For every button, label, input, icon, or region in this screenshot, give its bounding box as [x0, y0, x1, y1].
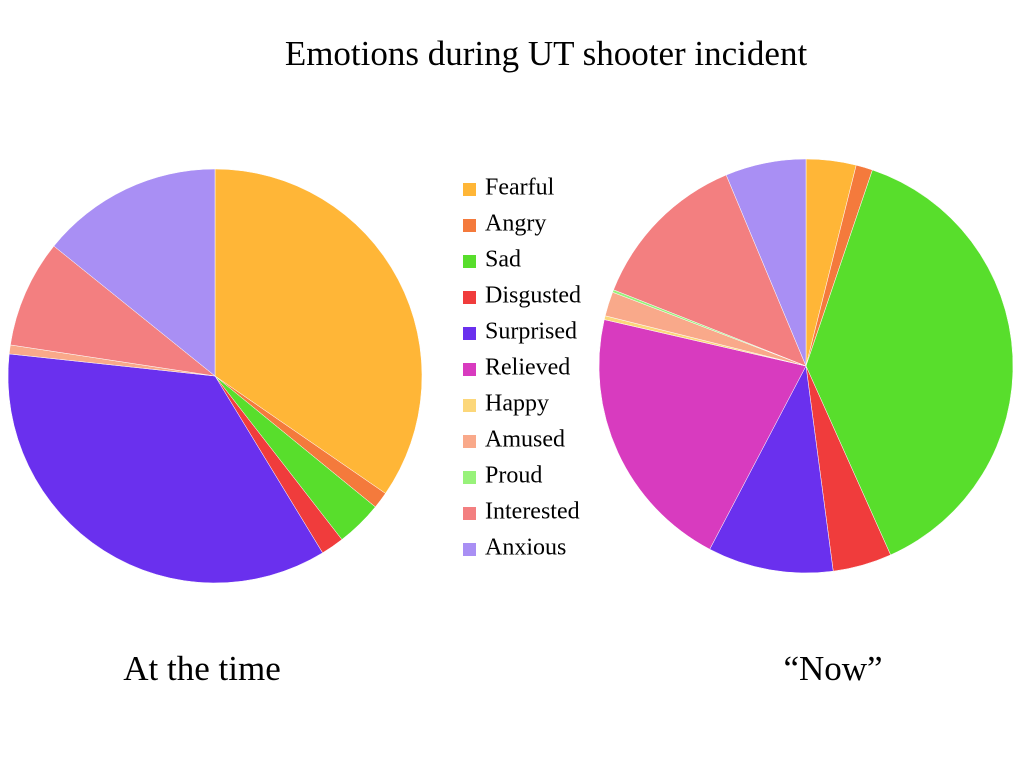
legend-swatch — [463, 219, 476, 232]
legend-swatch — [463, 327, 476, 340]
pie-slice — [53, 168, 216, 377]
legend-swatch — [463, 399, 476, 412]
legend-label: Amused — [485, 427, 565, 453]
legend-label: Happy — [485, 391, 549, 417]
legend-swatch — [463, 183, 476, 196]
legend-label: Sad — [485, 247, 521, 273]
legend-label: Disgusted — [485, 283, 581, 309]
legend-swatch — [463, 435, 476, 448]
pie-slice — [613, 174, 807, 367]
legend-swatch — [463, 543, 476, 556]
pie-slice — [709, 365, 834, 574]
legend-label: Fearful — [485, 175, 555, 201]
pie-label: At the time — [123, 649, 280, 688]
legend-label: Interested — [485, 499, 580, 525]
legend-label: Angry — [485, 211, 546, 237]
pie-label: “Now” — [783, 649, 882, 688]
pie-slice — [10, 245, 216, 377]
legend-swatch — [463, 363, 476, 376]
legend-swatch — [463, 507, 476, 520]
chart-title: Emotions during UT shooter incident — [285, 34, 808, 73]
pie-slice — [214, 168, 423, 494]
legend-swatch — [463, 291, 476, 304]
legend-label: Anxious — [485, 535, 566, 561]
pie-slice — [725, 158, 807, 367]
legend-label: Surprised — [485, 319, 577, 345]
legend-label: Proud — [485, 463, 542, 489]
pie-slice — [805, 169, 1014, 556]
pie-slice — [7, 353, 323, 584]
legend-swatch — [463, 255, 476, 268]
legend-label: Relieved — [485, 355, 570, 381]
pie-slice — [598, 319, 807, 550]
legend-swatch — [463, 471, 476, 484]
